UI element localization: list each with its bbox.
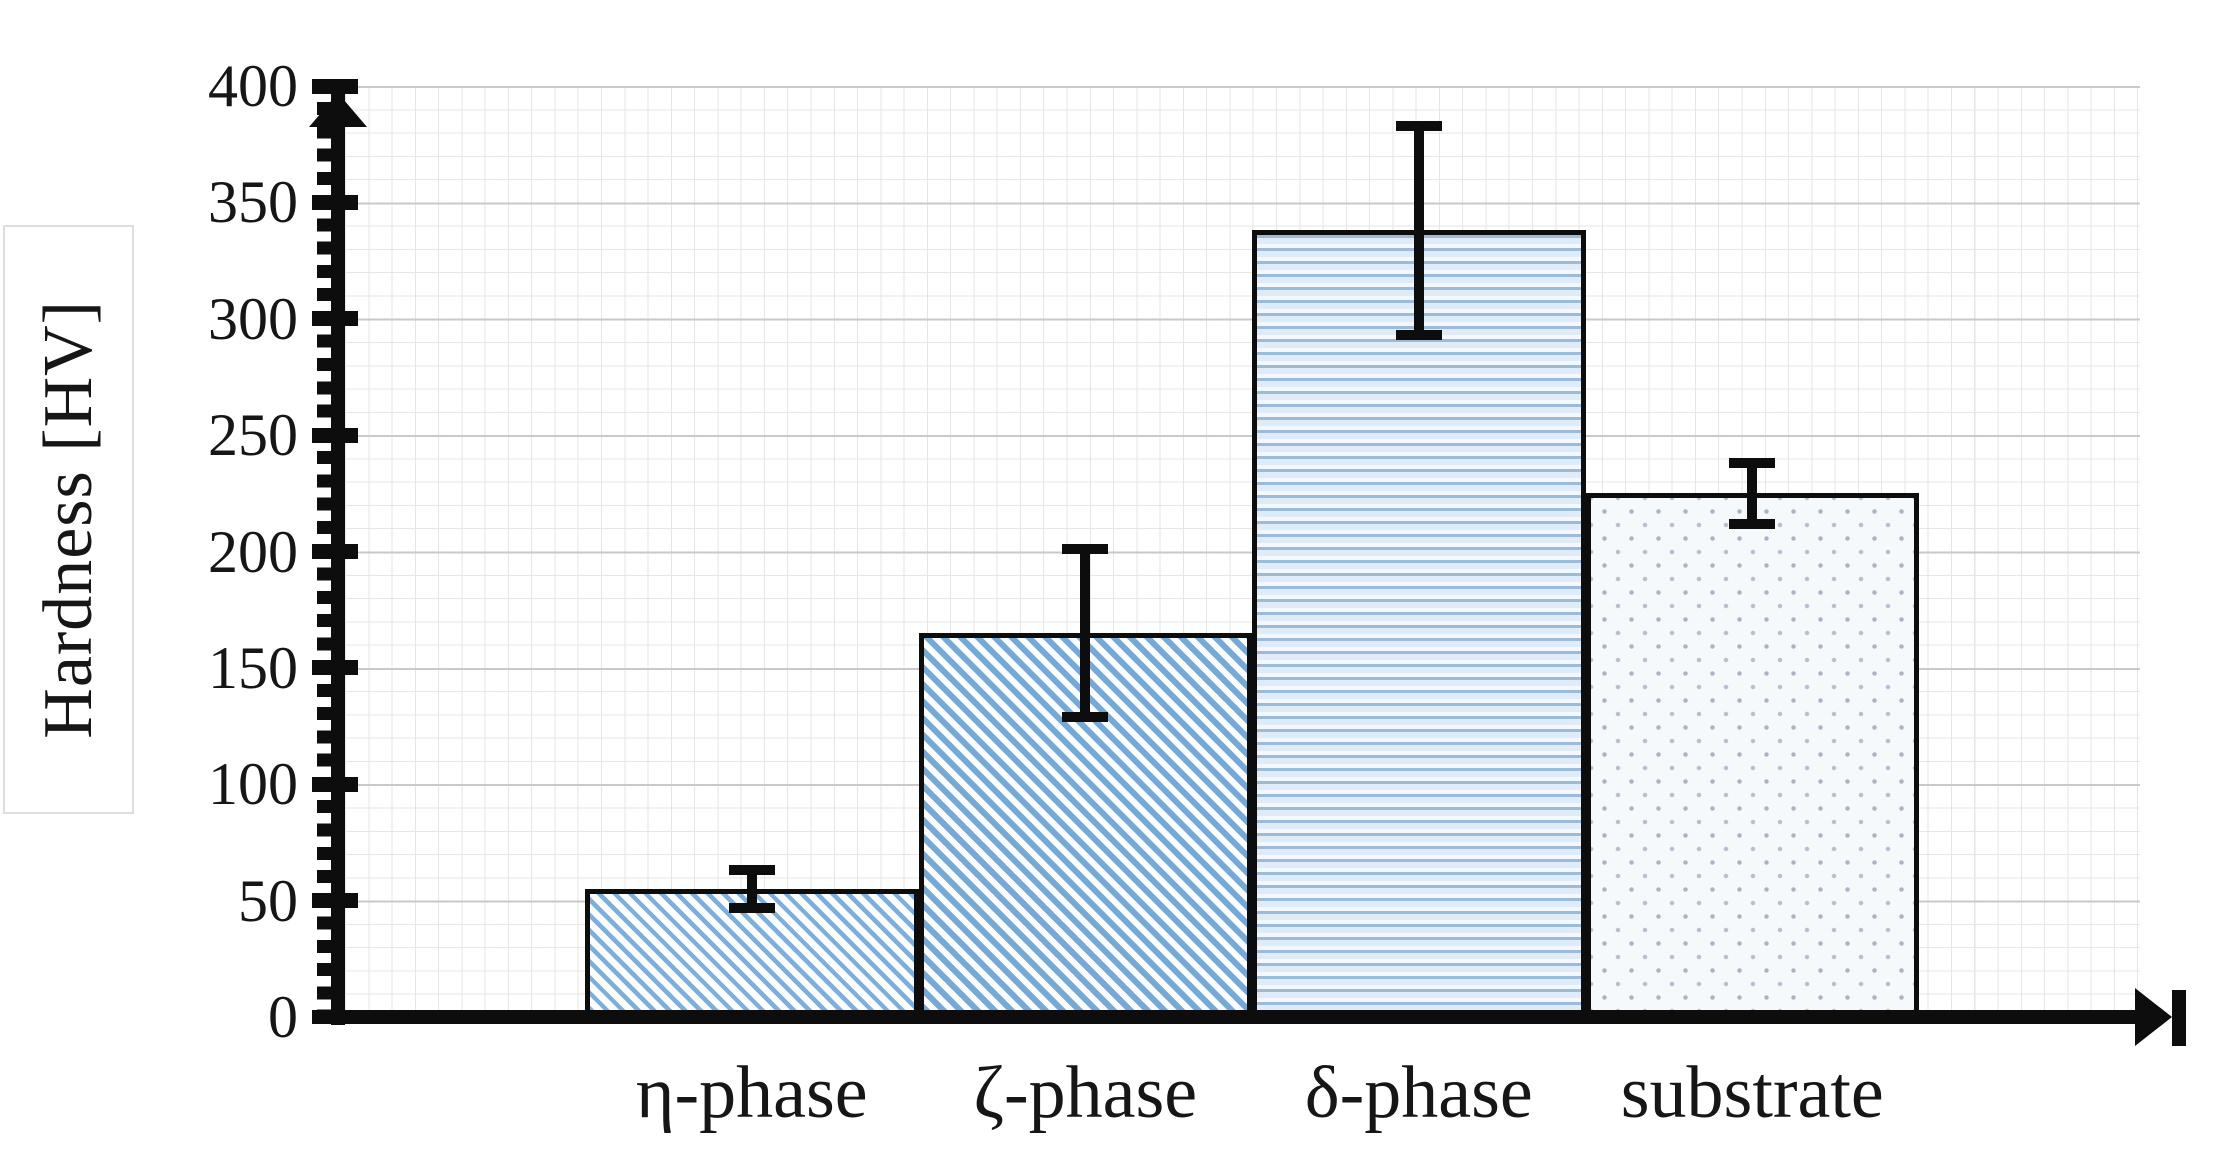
error-bar-cap (1395, 120, 1442, 131)
y-tick-label: 150 (208, 634, 298, 701)
error-bar (1413, 125, 1424, 336)
x-axis-end-tick (2172, 990, 2186, 1046)
y-tick-label: 350 (208, 169, 298, 236)
x-tick-label: δ-phase (1304, 1052, 1533, 1134)
y-axis-tick-labels: 0 50 100 150 200 250 300 350 400 (60, 0, 298, 1155)
y-axis-title-box: Hardness [HV] (3, 225, 134, 814)
x-axis-line (312, 1010, 2137, 1024)
y-tick-label: 0 (268, 984, 298, 1050)
y-axis-major-tick (312, 660, 358, 676)
y-tick-label: 200 (208, 518, 298, 585)
y-tick-label: 50 (238, 867, 298, 934)
error-bar-cap (1729, 518, 1776, 529)
y-axis-major-tick (312, 544, 358, 559)
y-axis-major-tick (312, 311, 358, 327)
y-axis-major-tick (312, 427, 358, 443)
x-axis-arrow-right-icon (2135, 988, 2172, 1046)
error-bar-cap (1062, 544, 1109, 555)
y-axis-minor-ticks (317, 102, 331, 1017)
x-tick-label: substrate (1620, 1052, 1884, 1134)
error-bar-cap (728, 902, 775, 913)
y-tick-label: 300 (208, 285, 298, 352)
y-axis-major-tick (312, 78, 358, 94)
y-axis-major-tick (312, 776, 358, 792)
x-tick-label: η-phase (635, 1052, 868, 1134)
bar-substrate (1585, 493, 1919, 1017)
error-bar (1080, 549, 1091, 717)
bar--phase (1252, 230, 1586, 1017)
y-tick-label: 400 (208, 53, 298, 119)
error-bar (746, 870, 757, 908)
y-axis-arrow-up-icon (309, 93, 367, 127)
error-bar (1747, 463, 1758, 524)
error-bar-cap (728, 865, 775, 876)
y-axis-major-tick (312, 893, 358, 909)
error-bar-cap (1395, 330, 1442, 341)
y-axis-major-tick (312, 194, 358, 210)
y-tick-label: 100 (208, 751, 298, 818)
error-bar-cap (1062, 711, 1109, 722)
y-tick-label: 250 (208, 402, 298, 469)
error-bar-cap (1729, 458, 1776, 469)
x-tick-label: ζ-phase (973, 1052, 1198, 1134)
